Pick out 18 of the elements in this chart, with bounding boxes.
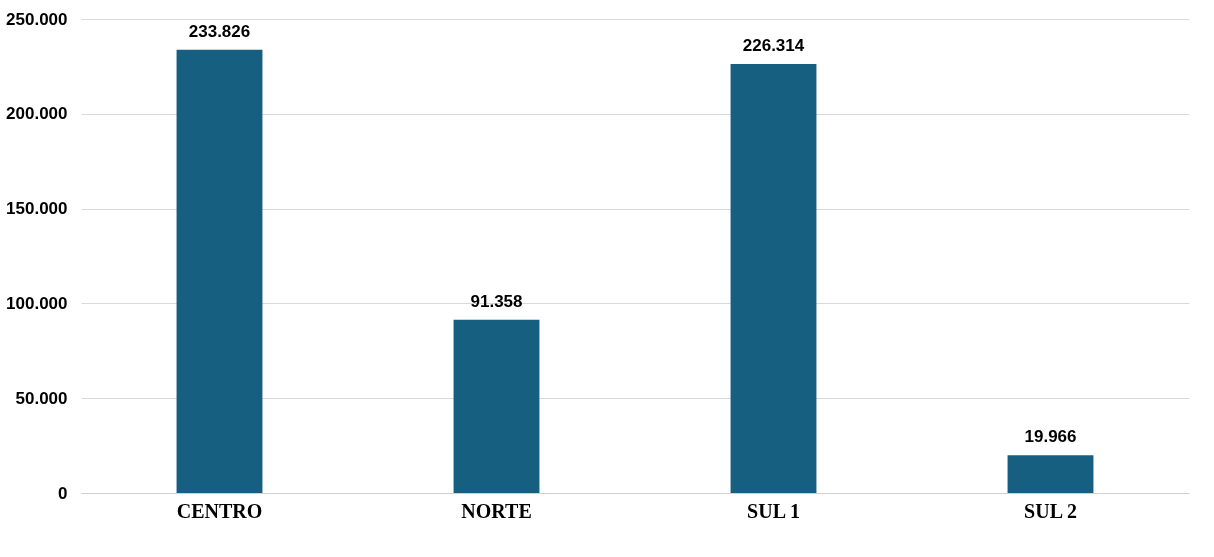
x-tick-label: SUL 2 (1024, 499, 1077, 522)
x-tick-label: SUL 1 (747, 499, 800, 522)
data-label: 19.966 (1024, 427, 1077, 447)
data-label: 91.358 (470, 291, 523, 311)
y-tick-label: 150.000 (6, 199, 68, 219)
x-tick-label: CENTRO (176, 499, 263, 522)
bar (1007, 455, 1094, 493)
bar (176, 49, 263, 493)
y-tick-label: 250.000 (6, 9, 68, 29)
bar (730, 63, 817, 493)
y-tick-label: 50.000 (15, 388, 68, 408)
data-label: 226.314 (742, 35, 805, 55)
data-label: 233.826 (188, 21, 251, 41)
y-tick-label: 0 (58, 483, 68, 503)
x-tick-label: NORTE (461, 499, 532, 522)
bar (453, 319, 540, 493)
y-tick-label: 100.000 (6, 293, 68, 313)
y-tick-label: 200.000 (6, 104, 68, 124)
